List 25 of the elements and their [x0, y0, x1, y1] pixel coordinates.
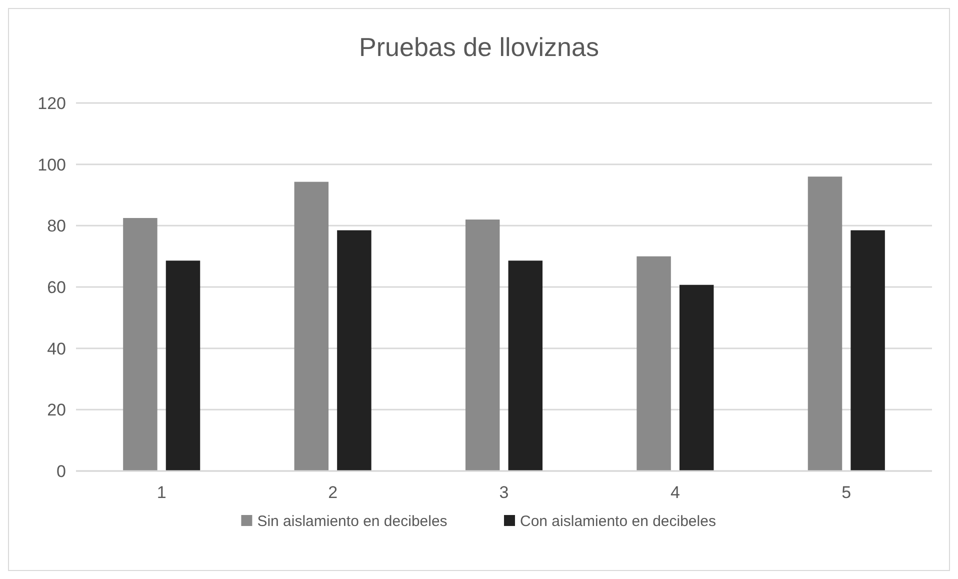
bar: [465, 220, 500, 471]
y-tick-label: 60: [47, 278, 66, 297]
bar: [508, 260, 543, 471]
bar: [166, 260, 200, 471]
bar: [679, 284, 714, 471]
y-tick-label: 0: [56, 462, 66, 481]
bar: [294, 182, 329, 471]
x-tick-label: 3: [499, 483, 509, 502]
x-tick-label: 5: [842, 483, 852, 502]
y-tick-label: 40: [47, 339, 66, 358]
chart-title: Pruebas de lloviznas: [359, 32, 599, 62]
legend-label: Sin aislamiento en decibeles: [257, 513, 448, 530]
bar: [808, 176, 842, 471]
x-tick-label: 1: [156, 483, 166, 502]
x-tick-label: 2: [328, 483, 338, 502]
bar: [850, 230, 885, 471]
y-tick-label: 100: [38, 155, 66, 174]
bar: [636, 256, 671, 471]
bar: [123, 218, 158, 471]
bar: [337, 230, 372, 471]
legend-label: Con aislamiento en decibeles: [520, 513, 716, 530]
x-tick-label: 4: [670, 483, 680, 502]
y-tick-label: 80: [47, 216, 66, 236]
y-tick-label: 120: [38, 94, 66, 113]
y-tick-label: 20: [47, 400, 66, 420]
